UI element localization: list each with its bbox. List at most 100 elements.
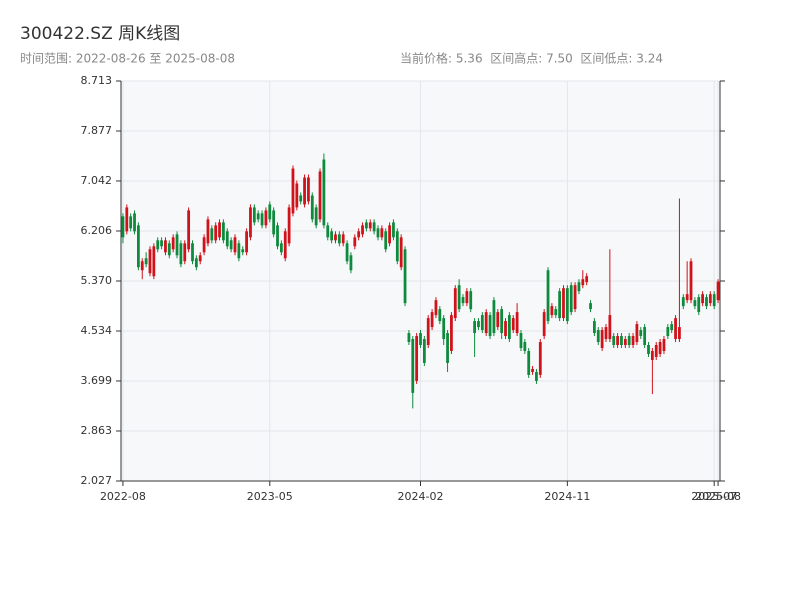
candle-body xyxy=(620,336,623,346)
candle-body xyxy=(705,297,708,307)
candle-body xyxy=(314,207,318,226)
candle-body xyxy=(353,237,357,247)
candle-body xyxy=(160,240,163,247)
candle-body xyxy=(384,231,388,250)
candle-body xyxy=(121,216,125,238)
candle-body xyxy=(453,288,457,319)
candle-body xyxy=(283,231,287,259)
x-tick-label: 2024-11 xyxy=(544,490,590,503)
y-tick-label: 2.863 xyxy=(81,424,113,437)
candle-body xyxy=(496,312,500,328)
candle-body xyxy=(279,243,283,253)
candle-body xyxy=(272,210,276,235)
candle-body xyxy=(167,243,171,256)
candle-body xyxy=(697,297,701,313)
candle-body xyxy=(334,234,337,241)
candle-body xyxy=(310,195,314,220)
candle-body xyxy=(681,297,685,307)
candle-body xyxy=(422,339,426,363)
candle-body xyxy=(446,333,449,363)
candle-body xyxy=(318,171,322,220)
candle-body xyxy=(249,207,252,238)
candle-body xyxy=(299,195,303,202)
candle-body xyxy=(191,243,194,262)
candle-body xyxy=(643,327,647,346)
candle-body xyxy=(546,270,550,322)
candle-body xyxy=(245,231,248,253)
candle-body xyxy=(415,336,419,381)
candle-body xyxy=(457,285,461,310)
candle-body xyxy=(322,159,326,226)
candle-body xyxy=(140,261,144,271)
candle-body xyxy=(256,213,260,220)
candle-body xyxy=(287,207,291,244)
candle-body xyxy=(477,321,480,328)
candle-body xyxy=(129,216,133,229)
candle-body xyxy=(307,177,310,202)
candle-body xyxy=(368,222,372,229)
candle-body xyxy=(542,312,546,337)
candle-body xyxy=(388,225,391,244)
candle-body xyxy=(593,321,596,334)
candle-body xyxy=(438,309,442,322)
candle-body xyxy=(218,222,221,238)
candle-body xyxy=(187,210,191,250)
candle-body xyxy=(198,255,202,262)
candle-body xyxy=(395,231,399,262)
candle-body xyxy=(650,350,654,360)
y-tick-label: 7.042 xyxy=(81,174,113,187)
candle-body xyxy=(639,330,643,337)
candle-body xyxy=(403,249,407,304)
candle-body xyxy=(670,324,674,331)
candle-body xyxy=(361,225,364,235)
candle-body xyxy=(712,294,716,307)
candle-body xyxy=(330,231,334,241)
candle-body xyxy=(179,243,183,265)
candle-body xyxy=(480,315,484,331)
candle-body xyxy=(276,225,279,247)
candle-body xyxy=(627,336,631,346)
candle-body xyxy=(411,339,415,393)
candle-body xyxy=(562,288,565,319)
candle-body xyxy=(685,294,689,301)
candle-body xyxy=(206,219,210,244)
candle-body xyxy=(426,318,430,346)
candle-body xyxy=(291,168,295,214)
x-tick-label: 2023-05 xyxy=(247,490,293,503)
candle-body xyxy=(589,303,592,310)
candle-body xyxy=(434,300,438,316)
candle-body xyxy=(585,276,589,283)
candle-body xyxy=(252,207,256,223)
candle-body xyxy=(419,333,422,346)
candle-body xyxy=(148,249,152,274)
x-tick-label: 2022-08 xyxy=(100,490,146,503)
candle-body xyxy=(326,225,330,238)
candle-body xyxy=(538,342,542,375)
candle-body xyxy=(341,234,345,244)
candle-body xyxy=(225,231,229,247)
candle-body xyxy=(500,309,504,334)
candle-body xyxy=(372,222,376,232)
candle-body xyxy=(233,237,237,253)
candle-body xyxy=(156,240,160,250)
candle-body xyxy=(237,243,241,259)
subtitle: 时间范围: 2022-08-26 至 2025-08-08 xyxy=(20,52,235,66)
candle-body xyxy=(303,177,306,205)
candle-body xyxy=(465,291,469,304)
candle-body xyxy=(716,281,720,301)
candle-body xyxy=(295,183,299,208)
candle-body xyxy=(260,213,264,226)
candle-body xyxy=(554,309,558,316)
y-tick-label: 6.206 xyxy=(81,224,113,237)
candle-body xyxy=(573,285,577,310)
subtitle: 当前价格: 5.36 区间高点: 7.50 区间低点: 3.24 xyxy=(400,51,663,66)
candle-body xyxy=(531,368,534,372)
candle-body xyxy=(504,321,507,337)
candle-body xyxy=(461,297,465,304)
candle-body xyxy=(666,327,670,337)
candle-body xyxy=(241,249,245,253)
candle-body xyxy=(214,225,218,241)
y-tick-label: 8.713 xyxy=(81,74,113,87)
candle-body xyxy=(608,315,612,340)
candle-body xyxy=(616,336,619,346)
